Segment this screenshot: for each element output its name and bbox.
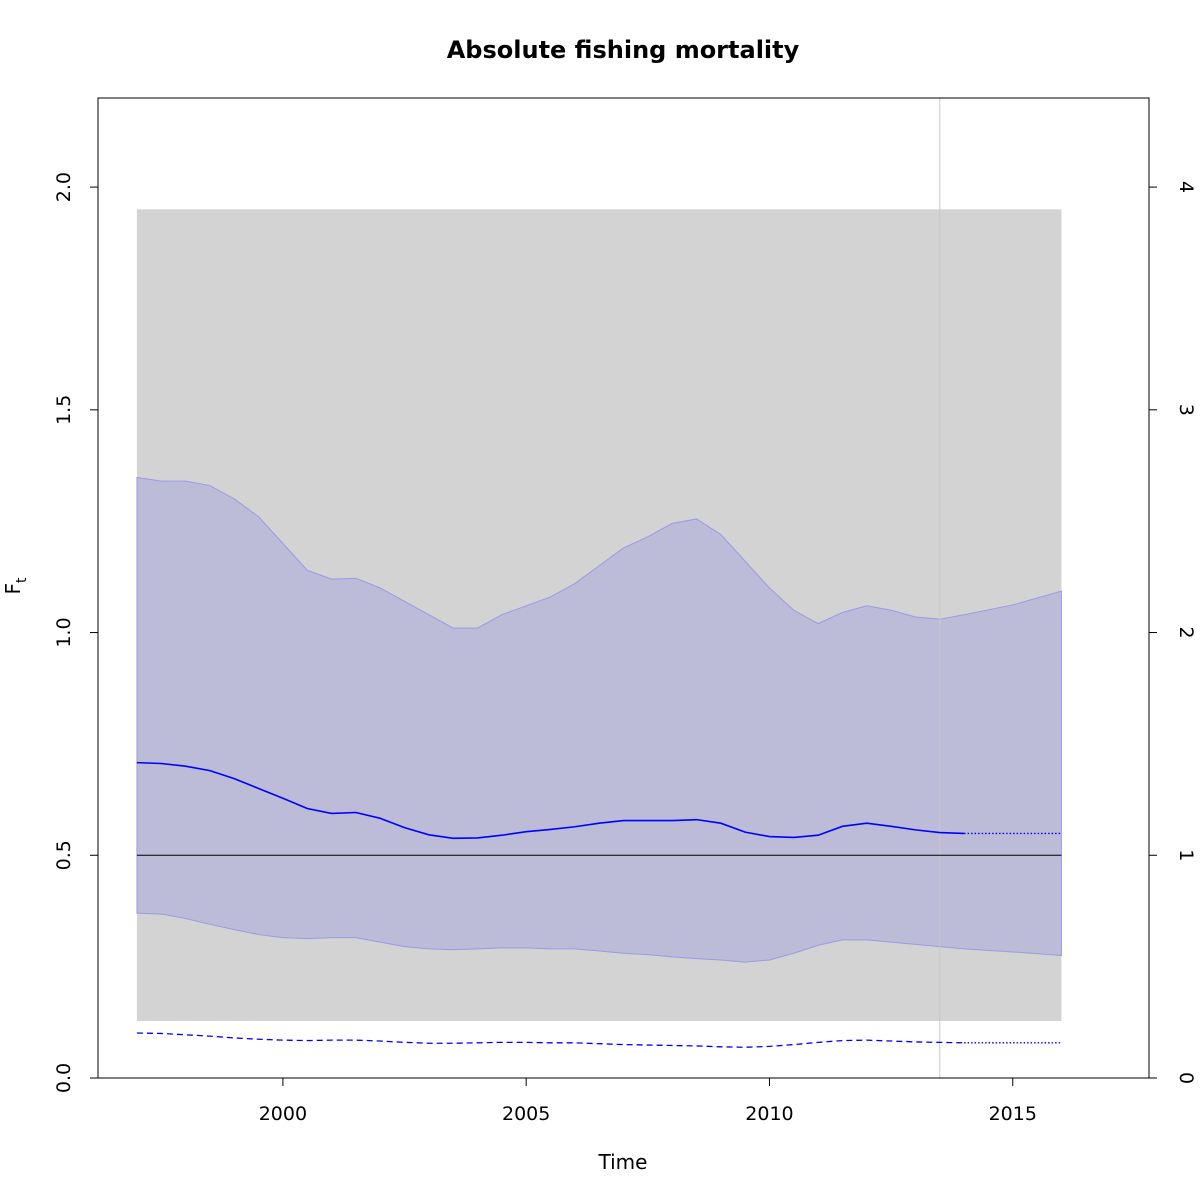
y-tick-label: 1.0 xyxy=(53,617,75,647)
x-tick-label: 2000 xyxy=(259,1103,307,1125)
y2-tick-label: 0 xyxy=(1175,1072,1197,1084)
x-axis-label: Time xyxy=(598,1150,648,1174)
x-tick-label: 2015 xyxy=(989,1103,1037,1125)
y-axis-label-subscript: t xyxy=(14,577,30,583)
y-axis-label-main: F xyxy=(1,583,25,595)
y-tick-label: 0.5 xyxy=(53,840,75,870)
x-tick-label: 2005 xyxy=(502,1103,550,1125)
y2-tick-label: 2 xyxy=(1175,626,1197,638)
y2-tick-label: 1 xyxy=(1175,849,1197,861)
y-axis-label: Ft xyxy=(1,577,30,595)
y2-tick-label: 4 xyxy=(1175,181,1197,193)
y-tick-label: 2.0 xyxy=(53,172,75,202)
plot-area xyxy=(136,98,1062,1078)
y-tick-label: 0.0 xyxy=(53,1063,75,1093)
series-line-dashed-2 xyxy=(136,1032,965,1048)
x-tick-label: 2010 xyxy=(745,1103,793,1125)
series-line-solid-0 xyxy=(136,761,965,840)
x-axis: 2000 2005 2010 2015 xyxy=(259,1077,1037,1125)
chart-title: Absolute fishing mortality xyxy=(447,36,800,64)
confidence-band xyxy=(136,476,1062,963)
y-axis: 0.0 0.5 1.0 1.5 2.0 xyxy=(53,172,99,1093)
y-tick-label: 1.5 xyxy=(53,395,75,425)
secondary-y-axis: 0 1 2 3 4 xyxy=(1148,181,1197,1084)
y2-tick-label: 3 xyxy=(1175,404,1197,416)
